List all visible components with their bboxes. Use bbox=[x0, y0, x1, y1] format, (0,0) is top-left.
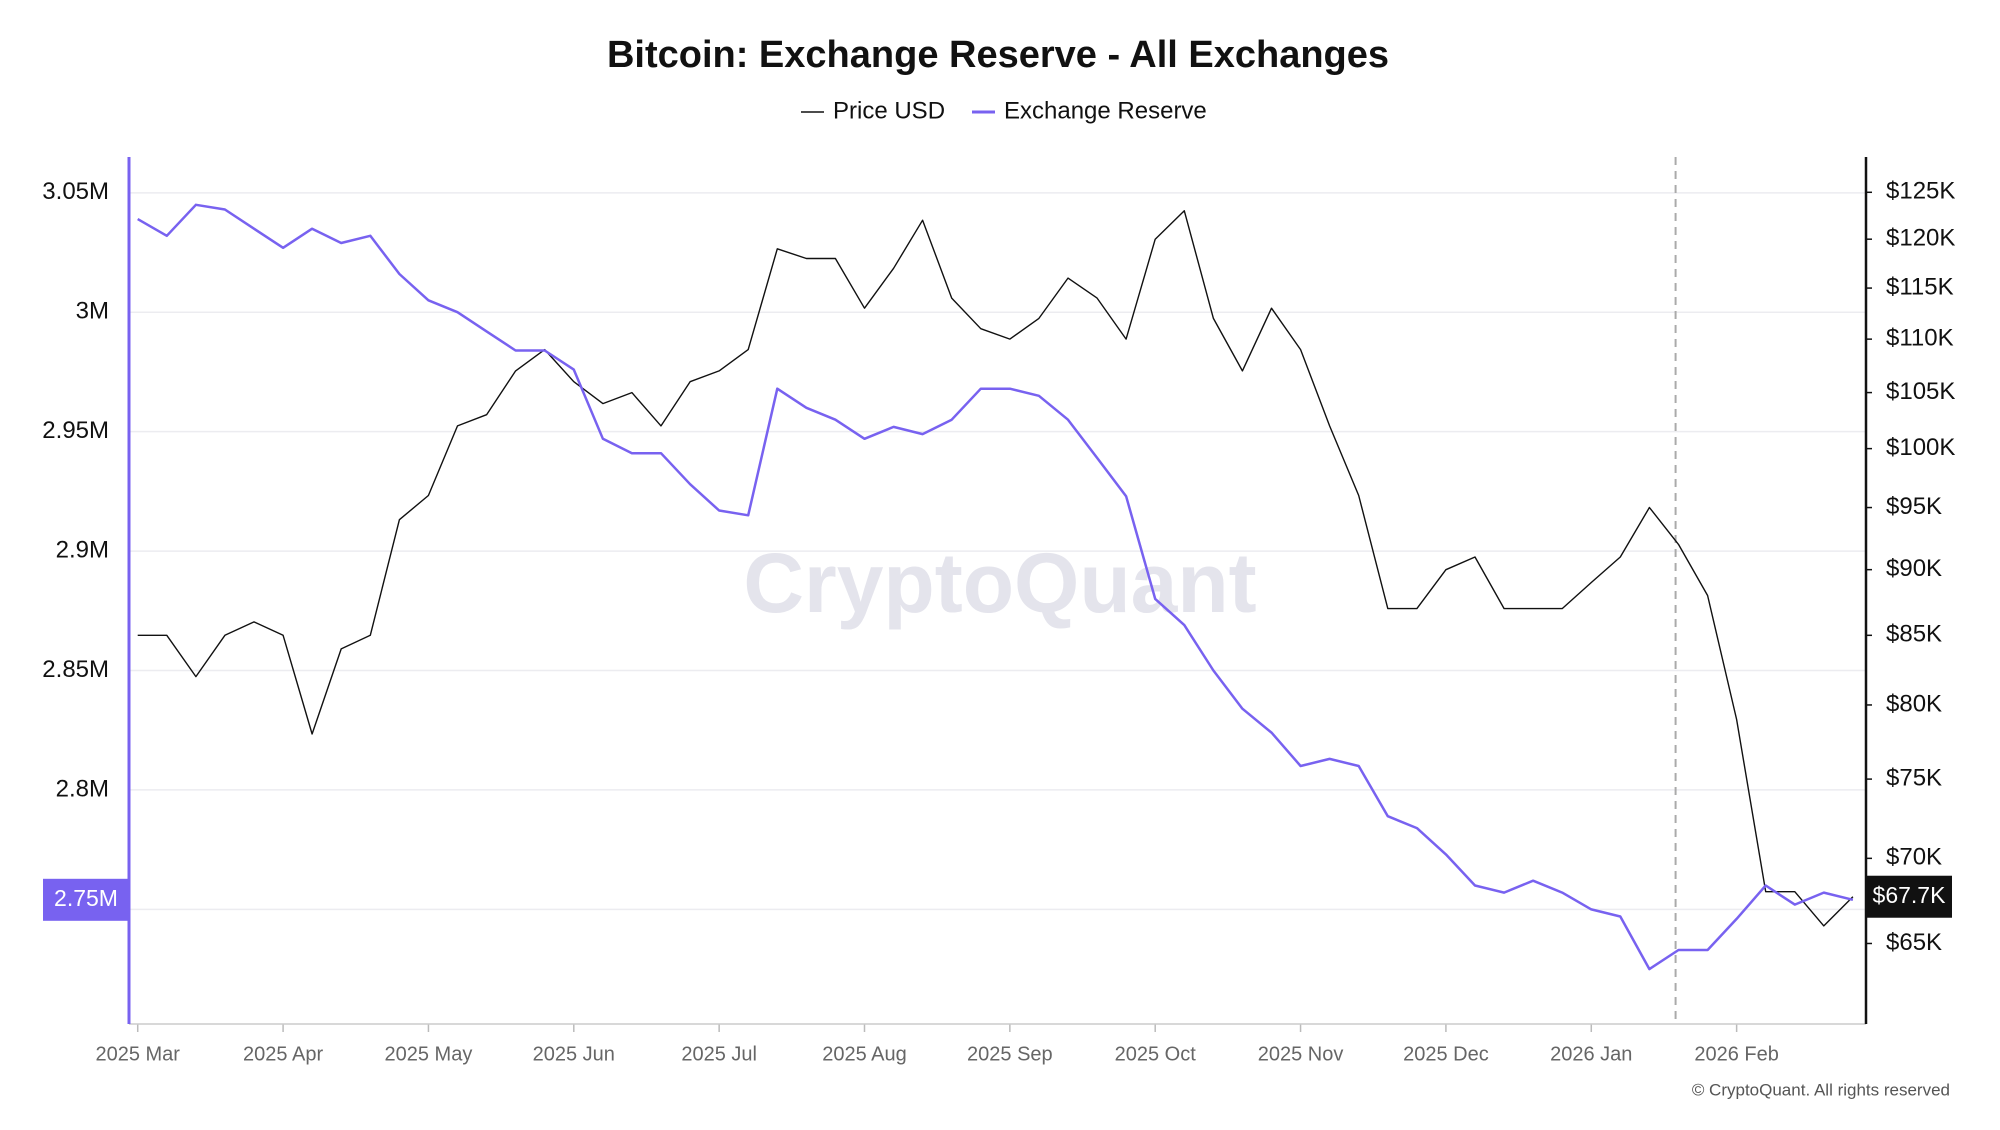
legend-label: Exchange Reserve bbox=[1004, 97, 1207, 124]
x-tick-label: 2025 May bbox=[385, 1043, 473, 1065]
y2-tick-label: $105K bbox=[1886, 378, 1955, 405]
copyright: © CryptoQuant. All rights reserved bbox=[1692, 1080, 1950, 1099]
last-value-label: $67.7K bbox=[1873, 882, 1947, 908]
x-tick-label: 2025 Apr bbox=[243, 1043, 323, 1065]
y2-tick-label: $70K bbox=[1886, 844, 1942, 871]
y-tick-label: 3.05M bbox=[42, 178, 109, 205]
x-tick-label: 2025 Mar bbox=[95, 1043, 180, 1065]
y2-tick-label: $110K bbox=[1886, 324, 1954, 351]
y2-tick-label: $90K bbox=[1886, 555, 1942, 582]
last-value-box bbox=[43, 878, 129, 921]
y-tick-label: 2.8M bbox=[56, 775, 109, 802]
last-value-label: 2.75M bbox=[54, 885, 118, 911]
x-tick-label: 2025 Jul bbox=[681, 1043, 757, 1065]
x-tick-label: 2025 Nov bbox=[1258, 1043, 1344, 1065]
x-tick-label: 2026 Feb bbox=[1694, 1043, 1779, 1065]
y2-tick-label: $100K bbox=[1886, 434, 1955, 461]
x-tick-label: 2025 Aug bbox=[822, 1043, 907, 1065]
chart-title: Bitcoin: Exchange Reserve - All Exchange… bbox=[607, 34, 1389, 76]
y2-tick-label: $115K bbox=[1886, 273, 1954, 300]
y2-tick-label: $75K bbox=[1886, 764, 1942, 791]
y2-tick-label: $95K bbox=[1886, 493, 1942, 520]
watermark: CryptoQuant bbox=[743, 536, 1256, 630]
x-tick-label: 2025 Dec bbox=[1403, 1043, 1489, 1065]
y-tick-label: 3M bbox=[76, 298, 109, 325]
y-tick-label: 2.85M bbox=[42, 656, 109, 683]
legend-label: Price USD bbox=[833, 97, 945, 124]
x-tick-label: 2025 Oct bbox=[1115, 1043, 1197, 1065]
x-tick-label: 2025 Sep bbox=[967, 1043, 1053, 1065]
series-line bbox=[137, 210, 1854, 927]
y2-tick-label: $80K bbox=[1886, 690, 1942, 717]
y2-tick-label: $125K bbox=[1886, 178, 1955, 205]
series-line bbox=[137, 203, 1854, 971]
y2-tick-label: $65K bbox=[1886, 929, 1942, 956]
y-tick-label: 2.9M bbox=[56, 536, 109, 563]
y2-tick-label: $120K bbox=[1886, 225, 1955, 252]
y-tick-label: 2.95M bbox=[42, 417, 109, 444]
x-tick-label: 2025 Jun bbox=[533, 1043, 615, 1065]
x-tick-label: 2026 Jan bbox=[1550, 1043, 1632, 1065]
last-value-box bbox=[1866, 875, 1952, 918]
y2-tick-label: $85K bbox=[1886, 621, 1942, 648]
